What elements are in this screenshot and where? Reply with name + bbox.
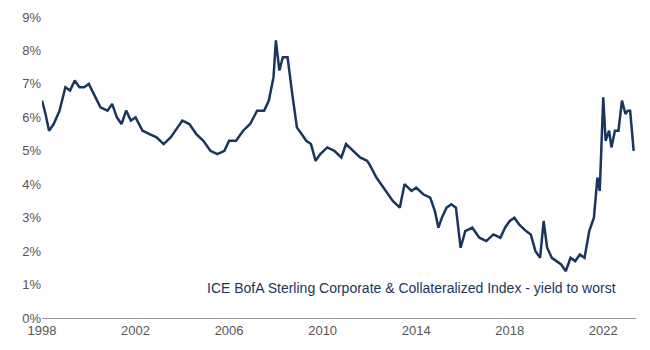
svg-text:2002: 2002 (121, 323, 150, 338)
svg-text:1%: 1% (22, 277, 41, 292)
svg-text:7%: 7% (22, 76, 41, 91)
svg-text:2022: 2022 (589, 323, 618, 338)
svg-text:ICE BofA Sterling Corporate &: ICE BofA Sterling Corporate & Collateral… (207, 280, 616, 296)
svg-text:1998: 1998 (28, 323, 57, 338)
svg-text:2006: 2006 (215, 323, 244, 338)
svg-text:6%: 6% (22, 110, 41, 125)
svg-text:2014: 2014 (402, 323, 431, 338)
svg-text:2018: 2018 (495, 323, 524, 338)
svg-text:2010: 2010 (308, 323, 337, 338)
svg-text:9%: 9% (22, 10, 41, 25)
svg-text:3%: 3% (22, 210, 41, 225)
svg-text:5%: 5% (22, 143, 41, 158)
svg-text:8%: 8% (22, 43, 41, 58)
svg-text:0%: 0% (22, 311, 41, 326)
svg-text:2%: 2% (22, 244, 41, 259)
svg-text:4%: 4% (22, 177, 41, 192)
